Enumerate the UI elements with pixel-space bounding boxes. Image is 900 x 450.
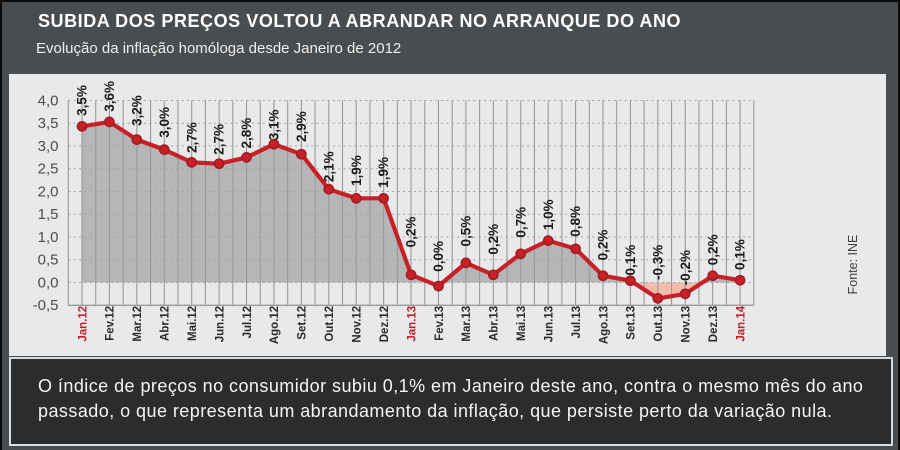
svg-text:Out.12: Out.12 — [324, 306, 336, 342]
svg-text:0,7%: 0,7% — [513, 207, 528, 238]
svg-text:Nov.12: Nov.12 — [352, 306, 364, 343]
svg-text:0,8%: 0,8% — [568, 206, 583, 237]
svg-text:Jan.13: Jan.13 — [406, 306, 418, 342]
svg-text:Mar.13: Mar.13 — [461, 306, 473, 342]
svg-text:-0,5: -0,5 — [33, 297, 59, 314]
svg-text:3,1%: 3,1% — [267, 109, 282, 140]
svg-text:-0,3%: -0,3% — [650, 245, 665, 280]
svg-text:0,1%: 0,1% — [623, 245, 638, 276]
svg-text:Jun.13: Jun.13 — [544, 306, 556, 342]
svg-text:3,0%: 3,0% — [157, 107, 172, 138]
svg-text:Mai.13: Mai.13 — [516, 306, 528, 341]
svg-text:0,0%: 0,0% — [431, 241, 446, 272]
svg-text:2,0: 2,0 — [38, 183, 59, 200]
svg-text:Set.13: Set.13 — [626, 306, 638, 340]
svg-text:2,1%: 2,1% — [321, 151, 336, 182]
svg-text:1,9%: 1,9% — [376, 157, 391, 188]
svg-text:1,9%: 1,9% — [349, 155, 364, 186]
svg-text:Ago.13: Ago.13 — [598, 306, 610, 344]
svg-text:Jul.12: Jul.12 — [242, 306, 254, 339]
svg-text:Ago.12: Ago.12 — [269, 306, 281, 344]
svg-text:Mar.12: Mar.12 — [132, 306, 144, 342]
svg-text:0,1%: 0,1% — [733, 239, 748, 270]
svg-text:Jan.14: Jan.14 — [735, 305, 747, 341]
svg-text:Nov.13: Nov.13 — [681, 306, 693, 343]
svg-text:3,5%: 3,5% — [75, 85, 90, 116]
svg-text:1,0: 1,0 — [38, 229, 59, 246]
svg-text:0,2%: 0,2% — [404, 217, 419, 248]
svg-text:2,5: 2,5 — [38, 161, 59, 178]
svg-text:Set.12: Set.12 — [297, 306, 309, 340]
svg-text:0,5%: 0,5% — [459, 216, 474, 247]
svg-text:Dez.12: Dez.12 — [379, 306, 391, 342]
svg-text:Fonte: INE: Fonte: INE — [846, 235, 860, 295]
svg-text:2,7%: 2,7% — [212, 124, 227, 155]
svg-text:Abr.13: Abr.13 — [489, 306, 501, 341]
svg-text:Jul.13: Jul.13 — [571, 306, 583, 339]
svg-text:2,8%: 2,8% — [239, 118, 254, 149]
svg-text:3,0: 3,0 — [38, 138, 59, 155]
svg-text:-0,2%: -0,2% — [678, 250, 693, 285]
svg-text:Abr.12: Abr.12 — [160, 306, 172, 341]
svg-text:3,2%: 3,2% — [129, 95, 144, 126]
svg-text:3,5: 3,5 — [38, 115, 59, 132]
svg-text:Fev.13: Fev.13 — [434, 306, 446, 341]
svg-text:2,9%: 2,9% — [294, 111, 309, 142]
svg-text:3,6%: 3,6% — [102, 81, 117, 112]
svg-text:1,5: 1,5 — [38, 206, 59, 223]
svg-text:Out.13: Out.13 — [653, 306, 665, 342]
svg-text:Mai.12: Mai.12 — [187, 306, 199, 341]
svg-text:Dez.13: Dez.13 — [708, 306, 720, 342]
svg-text:0,2%: 0,2% — [486, 224, 501, 255]
svg-text:Jan.12: Jan.12 — [77, 306, 89, 342]
svg-text:1,0%: 1,0% — [541, 199, 556, 230]
svg-text:Jun.12: Jun.12 — [214, 306, 226, 342]
svg-text:Fev.12: Fev.12 — [105, 306, 117, 341]
svg-text:2,7%: 2,7% — [184, 122, 199, 153]
svg-text:0,2%: 0,2% — [596, 230, 611, 261]
svg-text:0,2%: 0,2% — [705, 234, 720, 265]
svg-text:0,0: 0,0 — [38, 274, 59, 291]
svg-text:4,0: 4,0 — [38, 92, 59, 109]
svg-text:0,5: 0,5 — [38, 252, 59, 269]
